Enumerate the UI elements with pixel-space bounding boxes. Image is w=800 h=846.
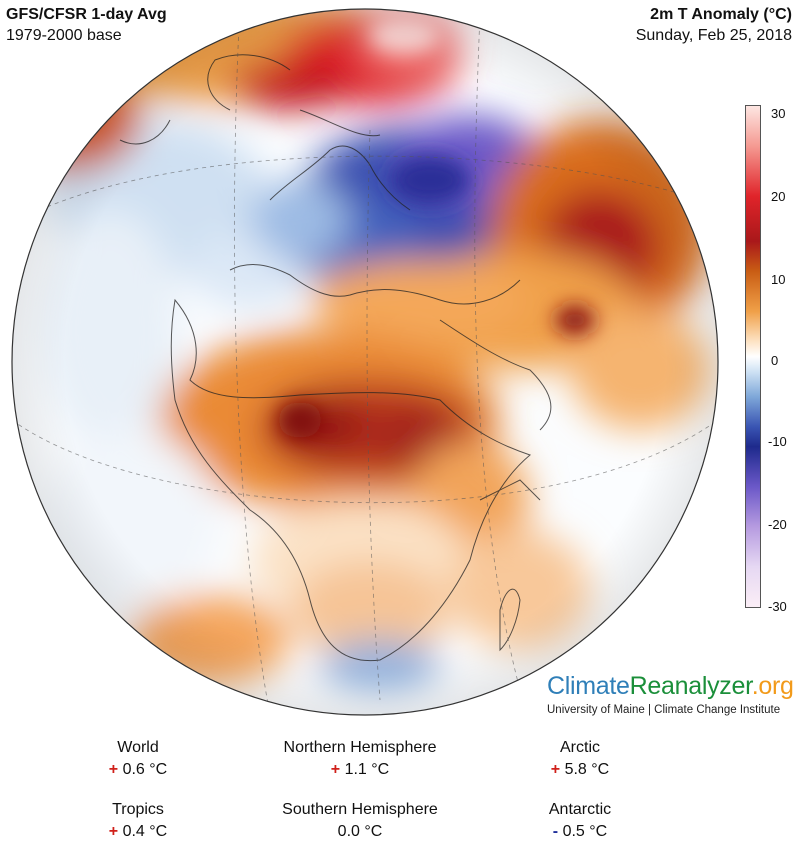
stat-value-row: + 1.1 °C — [240, 759, 480, 781]
globe-outline — [11, 8, 719, 716]
stat-value-row: + 0.4 °C — [18, 821, 258, 843]
stat-value-row: + 0.6 °C — [18, 759, 258, 781]
header-left: GFS/CFSR 1-day Avg 1979-2000 base — [6, 4, 167, 46]
colorbar-tick-neg20: -20 — [768, 517, 787, 532]
colorbar-tick-0: 0 — [771, 353, 779, 368]
sign-plus: + — [550, 761, 561, 778]
brand-part-reanalyzer: Reanalyzer — [629, 672, 752, 700]
stat-label: Northern Hemisphere — [283, 739, 437, 756]
anomaly-field — [12, 9, 718, 715]
stat-southern-hemisphere: Southern Hemisphere 0.0 °C — [240, 799, 480, 843]
header-right: 2m T Anomaly (°C) Sunday, Feb 25, 2018 — [636, 4, 792, 46]
stat-world: World + 0.6 °C — [18, 737, 258, 781]
stat-value-row: + 5.8 °C — [460, 759, 700, 781]
stat-tropics: Tropics + 0.4 °C — [18, 799, 258, 843]
globe-svg — [11, 8, 719, 716]
stat-value-row: - 0.5 °C — [460, 821, 700, 843]
sign-plus: + — [108, 761, 119, 778]
stat-value: 5.8 °C — [564, 761, 610, 778]
stat-value: 1.1 °C — [344, 761, 390, 778]
sign-plus: + — [330, 761, 341, 778]
date-label: Sunday, Feb 25, 2018 — [635, 27, 792, 44]
globe-map[interactable] — [0, 0, 800, 720]
stat-label: World — [117, 739, 159, 756]
stat-label: Antarctic — [548, 801, 612, 818]
stat-label: Southern Hemisphere — [282, 801, 438, 818]
colorbar-tick-neg10: -10 — [768, 434, 787, 449]
brand-logo[interactable]: ClimateReanalyzer.org — [547, 672, 794, 700]
stat-value-row: 0.0 °C — [240, 821, 480, 843]
baseline-label: 1979-2000 base — [6, 27, 122, 44]
stat-value: 0.4 °C — [122, 823, 168, 840]
sign-minus: - — [552, 823, 559, 840]
brand-part-org: .org — [751, 672, 794, 700]
variable-title: 2m T Anomaly (°C) — [650, 6, 792, 23]
stat-label: Tropics — [112, 801, 164, 818]
colorbar — [745, 105, 761, 608]
colorbar-tick-20: 20 — [771, 189, 786, 204]
stat-arctic: Arctic + 5.8 °C — [460, 737, 700, 781]
colorbar-tick-30: 30 — [771, 106, 786, 121]
stat-antarctic: Antarctic - 0.5 °C — [460, 799, 700, 843]
institution-label: University of Maine | Climate Change Ins… — [547, 704, 781, 716]
colorbar-tick-10: 10 — [771, 272, 786, 287]
stat-northern-hemisphere: Northern Hemisphere + 1.1 °C — [240, 737, 480, 781]
sign-plus: + — [108, 823, 119, 840]
brand-part-climate: Climate — [547, 672, 630, 700]
model-title: GFS/CFSR 1-day Avg — [6, 6, 167, 23]
stat-value: 0.6 °C — [122, 761, 168, 778]
stat-label: Arctic — [560, 739, 600, 756]
stat-value: 0.5 °C — [562, 823, 608, 840]
colorbar-tick-neg30: -30 — [768, 599, 787, 614]
stat-value: 0.0 °C — [337, 823, 383, 840]
